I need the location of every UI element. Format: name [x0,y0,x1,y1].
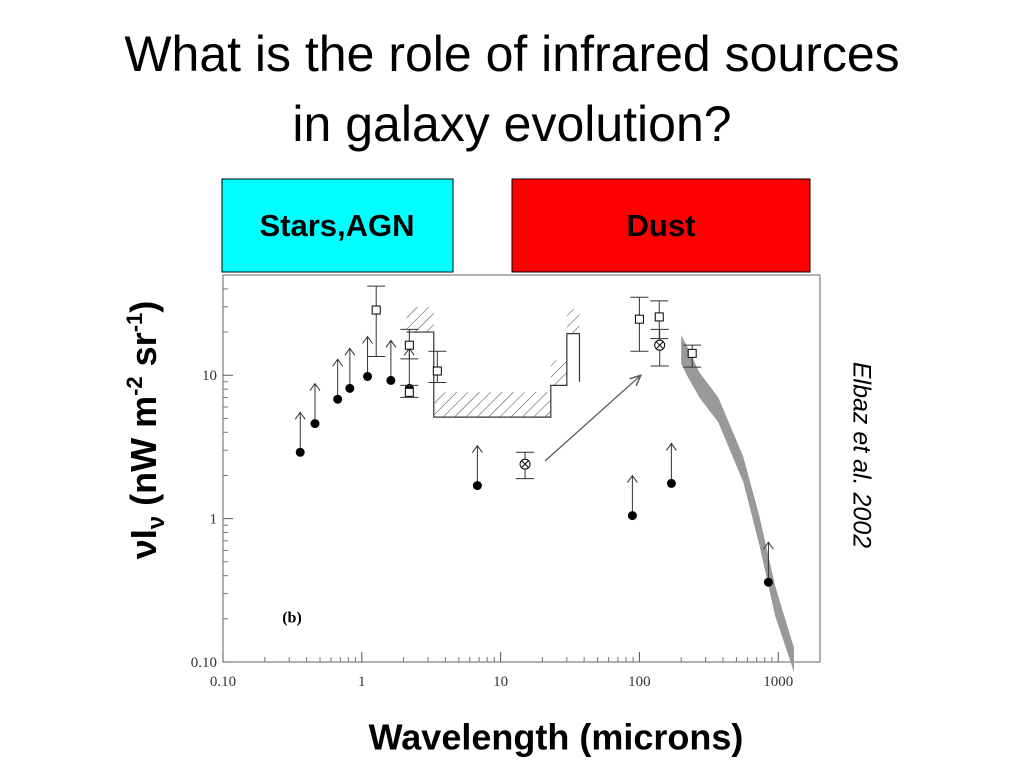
point [371,305,381,315]
error-bar [630,296,649,352]
box-label: Dust [627,208,696,243]
band [681,335,795,673]
point [666,478,676,488]
point [627,511,637,521]
limit-arrow [332,358,344,400]
limit-arrow [626,474,638,516]
y-label-part: ) [123,301,164,313]
y-tick-label: 0.10 [191,655,217,671]
credit: Elbaz et al. 2002 [847,362,875,548]
limit-arrow [385,339,397,381]
point [763,577,773,587]
point [472,481,482,491]
x-tick-label: 100 [628,674,651,690]
plot: 0.10 1 10 100 1000 0.10 1 10 [191,285,795,690]
limit-arrow [665,442,677,484]
limit-arrow [763,541,774,583]
point [654,312,664,322]
point [310,419,320,429]
x-tick-label: 1000 [763,674,793,690]
y-label-part: -2 [122,376,147,396]
limit-arrow [471,444,483,486]
x-axis-label: Wavelength (microns) [369,717,744,758]
y-axis-label: νIν (nW m-2 sr-1) [122,301,170,560]
plot-frame [222,274,821,663]
point [404,387,414,397]
y-label-part: νI [123,529,164,559]
y-label-part: (nW m [123,396,164,516]
point-cross [521,460,529,468]
panel-label: (b) [282,610,302,627]
y-tick-label: 10 [202,368,217,384]
point [687,348,697,358]
point [432,366,442,376]
limit-arrow [344,347,356,389]
error-bar [367,285,386,358]
x-tick-label: 10 [493,674,508,690]
annotation-arrow [544,376,640,462]
point [386,375,396,385]
point-cross [655,341,664,350]
title: in galaxy evolution? [292,96,731,152]
y-label-part: -1 [122,313,147,333]
y-label-part: ν [143,516,170,529]
x-tick-label: 1 [358,674,366,690]
y-tick-label: 1 [210,512,218,528]
y-label-part: sr [123,332,164,376]
limit-arrow [294,411,306,453]
label-box [511,178,811,273]
limit-arrow [309,382,321,424]
box-label: Stars,AGN [259,208,414,243]
label-box [221,178,454,273]
x-tick-label: 0.10 [210,674,236,690]
step-line [406,331,581,418]
title: What is the role of infrared sources [124,26,899,82]
hatch-region [406,307,580,418]
point [634,314,644,324]
point [333,394,343,404]
point [404,340,414,350]
point [295,447,305,457]
point [363,371,373,381]
point [345,383,355,393]
